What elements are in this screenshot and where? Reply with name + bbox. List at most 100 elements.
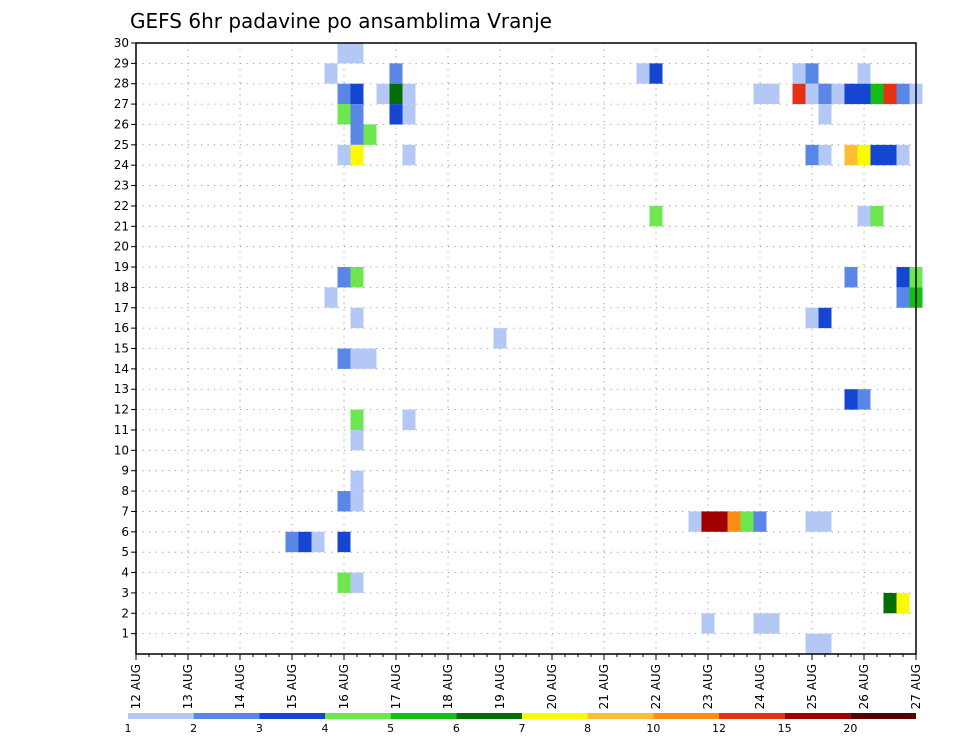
y-tick-label: 8 <box>121 484 129 498</box>
heatmap-cell <box>805 633 819 654</box>
heatmap-cell <box>350 307 364 329</box>
x-tick-label: 13 AUG <box>181 664 195 709</box>
y-tick-label: 10 <box>114 443 129 457</box>
x-tick-label: 14 AUG <box>233 664 247 709</box>
grid <box>135 42 917 654</box>
heatmap-cell <box>350 144 364 166</box>
x-tick-label: 18 AUG <box>441 664 455 709</box>
y-tick-label: 15 <box>114 342 129 356</box>
heatmap-cell <box>883 592 897 614</box>
legend-label: 20 <box>843 722 857 735</box>
heatmap-cell <box>792 63 806 84</box>
legend-swatch <box>128 713 194 719</box>
heatmap-cell <box>870 205 884 227</box>
heatmap-cell <box>701 511 715 532</box>
heatmap-cell <box>337 572 351 593</box>
heatmap-cell <box>844 144 858 166</box>
y-tick-label: 19 <box>114 260 129 274</box>
legend-swatch <box>850 713 916 719</box>
heatmap-cell <box>818 83 832 105</box>
heatmap-cell <box>350 267 364 288</box>
legend-swatch <box>456 713 522 719</box>
heatmap-cell <box>376 83 390 105</box>
legend-swatch <box>325 713 391 719</box>
heatmap-cell <box>805 511 819 532</box>
heatmap-cell <box>337 144 351 166</box>
heatmap-cell <box>896 592 910 614</box>
heatmap-cell <box>753 613 767 634</box>
y-tick-label: 26 <box>114 117 129 131</box>
y-tick-label: 3 <box>121 586 129 600</box>
x-tick-label: 23 AUG <box>701 664 715 709</box>
legend-label: 7 <box>519 722 526 735</box>
legend-label: 2 <box>190 722 197 735</box>
heatmap-cell <box>805 307 819 329</box>
heatmap-cell <box>753 83 767 105</box>
heatmap-cell <box>896 267 910 288</box>
heatmap-cell <box>766 613 780 634</box>
heatmap-cell <box>402 409 416 430</box>
heatmap-cell <box>350 348 364 369</box>
heatmap-cell <box>311 531 325 553</box>
heatmap-cell <box>389 83 403 105</box>
heatmap-cell <box>792 83 806 105</box>
heatmap-cell <box>402 83 416 105</box>
heatmap-cell <box>337 104 351 125</box>
heatmap-cell <box>740 511 754 532</box>
heatmap-cell <box>688 511 702 532</box>
heatmap-cell <box>350 83 364 105</box>
legend-label: 1 <box>125 722 132 735</box>
heatmap-cell <box>857 205 871 227</box>
heatmap-cell <box>818 144 832 166</box>
heatmap-cell <box>324 63 338 84</box>
heatmap-cell <box>818 633 832 654</box>
legend-swatch <box>587 713 654 719</box>
x-tick-label: 26 AUG <box>857 664 871 709</box>
heatmap-cell <box>649 63 663 84</box>
y-tick-label: 27 <box>114 97 129 111</box>
heatmap-cell <box>337 267 351 288</box>
heatmap-cell <box>805 144 819 166</box>
legend-swatch <box>653 713 719 719</box>
y-tick-label: 21 <box>114 219 129 233</box>
heatmap-cell <box>350 104 364 125</box>
heatmap-cell <box>337 491 351 512</box>
x-tick-label: 12 AUG <box>129 664 143 709</box>
y-tick-label: 17 <box>114 301 129 315</box>
heatmap-cell <box>844 83 858 105</box>
heatmap-cell <box>753 511 767 532</box>
heatmap-cell <box>857 389 871 410</box>
y-tick-label: 30 <box>114 36 129 50</box>
chart-title: GEFS 6hr padavine po ansamblima Vranje <box>130 9 552 33</box>
heatmap-cell <box>870 83 884 105</box>
heatmap-cell <box>883 144 897 166</box>
y-tick-label: 20 <box>114 240 129 254</box>
y-tick-label: 9 <box>121 464 129 478</box>
y-tick-label: 11 <box>114 423 129 437</box>
x-tick-label: 25 AUG <box>805 664 819 709</box>
heatmap-cell <box>818 104 832 125</box>
heatmap-cell <box>701 613 715 634</box>
heatmap-cell <box>818 511 832 532</box>
heatmap-cell <box>350 429 364 451</box>
heatmap-cell <box>818 307 832 329</box>
color-legend: 1 2 3 4 5 6 7 8 10 12 15 20 <box>125 713 916 735</box>
heatmap-cell <box>324 287 338 308</box>
legend-swatch <box>390 713 457 719</box>
heatmap-cell <box>350 409 364 430</box>
heatmap-cell <box>363 348 377 369</box>
heatmap-cell <box>857 144 871 166</box>
heatmap-cell <box>766 83 780 105</box>
heatmap-cell <box>402 144 416 166</box>
heatmap-cell <box>870 144 884 166</box>
legend-label: 5 <box>387 722 394 735</box>
x-tick-label: 19 AUG <box>493 664 507 709</box>
heatmap-cell <box>285 531 299 553</box>
legend-label: 4 <box>322 722 329 735</box>
heatmap-cell <box>350 470 364 492</box>
heatmap-cell <box>350 491 364 512</box>
legend-swatch <box>784 713 851 719</box>
heatmap-cell <box>493 328 507 349</box>
y-tick-label: 14 <box>114 362 129 376</box>
heatmap-cell <box>649 205 663 227</box>
